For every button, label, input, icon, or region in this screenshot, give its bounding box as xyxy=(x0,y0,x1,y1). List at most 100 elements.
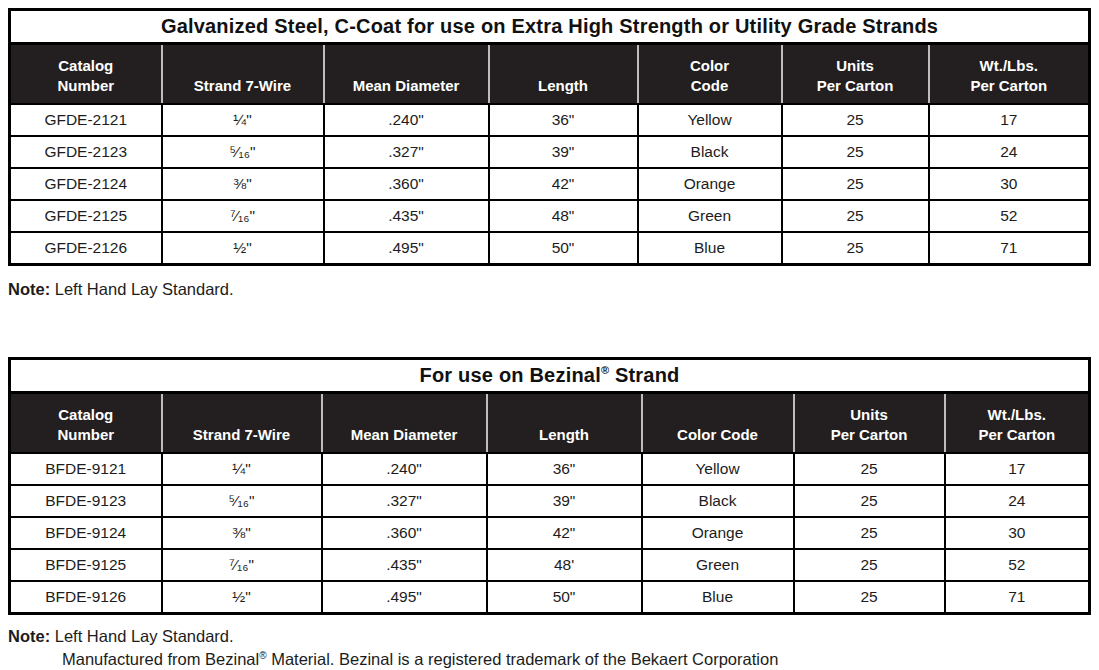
cell-strand: ½" xyxy=(162,232,324,265)
cell-length: 50" xyxy=(489,232,638,265)
cell-catalog-number: GFDE-2121 xyxy=(10,104,162,136)
registered-trademark-symbol: ® xyxy=(259,650,266,661)
cell-units: 25 xyxy=(794,549,945,581)
note-text: Left Hand Lay Standard. xyxy=(50,280,233,298)
cell-mean-diameter: .495" xyxy=(324,232,489,265)
cell-mean-diameter: .327" xyxy=(322,485,487,517)
cell-length: 42" xyxy=(487,517,642,549)
note-text: Left Hand Lay Standard. xyxy=(50,627,233,645)
cell-length: 39" xyxy=(487,485,642,517)
table2-title: For use on Bezinal® Strand xyxy=(10,359,1090,393)
cell-units: 25 xyxy=(794,485,945,517)
table-row: GFDE-2124 ⅜" .360" 42" Orange 25 30 xyxy=(10,168,1090,200)
cell-units: 25 xyxy=(794,453,945,485)
cell-color-code: Green xyxy=(642,549,794,581)
catalog-spec-page: Galvanized Steel, C-Coat for use on Extr… xyxy=(0,0,1099,670)
cell-color-code: Yellow xyxy=(642,453,794,485)
cell-color-code: Black xyxy=(642,485,794,517)
cell-weight: 71 xyxy=(929,232,1090,265)
cell-mean-diameter: .435" xyxy=(324,200,489,232)
header-units-per-carton: Units Per Carton xyxy=(782,44,929,105)
cell-color-code: Blue xyxy=(638,232,782,265)
header-catalog-number: Catalog Number xyxy=(10,393,162,454)
table-row: BFDE-9126 ½" .495" 50" Blue 25 71 xyxy=(10,581,1090,614)
cell-strand: ⁵⁄₁₆" xyxy=(162,136,324,168)
cell-units: 25 xyxy=(782,232,929,265)
header-mean-diameter: Mean Diameter xyxy=(322,393,487,454)
header-color-code: Color Code xyxy=(638,44,782,105)
cell-color-code: Blue xyxy=(642,581,794,614)
cell-strand: ⁵⁄₁₆" xyxy=(162,485,322,517)
header-units-per-carton: Units Per Carton xyxy=(794,393,945,454)
table-row: GFDE-2121 ¼" .240" 36" Yellow 25 17 xyxy=(10,104,1090,136)
trademark-note-text: Manufactured from Bezinal xyxy=(62,650,259,668)
cell-catalog-number: BFDE-9121 xyxy=(10,453,162,485)
table2-title-suffix: Strand xyxy=(609,364,679,386)
cell-color-code: Orange xyxy=(642,517,794,549)
cell-catalog-number: GFDE-2126 xyxy=(10,232,162,265)
table1-header-row: Catalog Number Strand 7-Wire Mean Diamet… xyxy=(10,44,1090,105)
cell-weight: 24 xyxy=(929,136,1090,168)
cell-color-code: Black xyxy=(638,136,782,168)
cell-catalog-number: BFDE-9124 xyxy=(10,517,162,549)
cell-mean-diameter: .495" xyxy=(322,581,487,614)
table2-header-row: Catalog Number Strand 7-Wire Mean Diamet… xyxy=(10,393,1090,454)
cell-length: 36" xyxy=(487,453,642,485)
cell-weight: 17 xyxy=(945,453,1090,485)
cell-strand: ⅜" xyxy=(162,168,324,200)
cell-mean-diameter: .435" xyxy=(322,549,487,581)
cell-length: 48" xyxy=(489,200,638,232)
cell-mean-diameter: .360" xyxy=(324,168,489,200)
cell-units: 25 xyxy=(782,136,929,168)
cell-length: 48' xyxy=(487,549,642,581)
cell-weight: 17 xyxy=(929,104,1090,136)
table2-note: Note: Left Hand Lay Standard. xyxy=(8,627,1099,646)
cell-color-code: Orange xyxy=(638,168,782,200)
header-wt-per-carton: Wt./Lbs. Per Carton xyxy=(945,393,1090,454)
cell-length: 39" xyxy=(489,136,638,168)
table-row: BFDE-9125 ⁷⁄₁₆" .435" 48' Green 25 52 xyxy=(10,549,1090,581)
table-row: GFDE-2125 ⁷⁄₁₆" .435" 48" Green 25 52 xyxy=(10,200,1090,232)
cell-weight: 71 xyxy=(945,581,1090,614)
table2-title-row: For use on Bezinal® Strand xyxy=(10,359,1090,393)
cell-length: 50" xyxy=(487,581,642,614)
cell-units: 25 xyxy=(782,104,929,136)
table1-title-row: Galvanized Steel, C-Coat for use on Extr… xyxy=(10,10,1090,44)
cell-strand: ⁷⁄₁₆" xyxy=(162,200,324,232)
table1-note: Note: Left Hand Lay Standard. xyxy=(8,280,1099,299)
cell-weight: 30 xyxy=(945,517,1090,549)
table-row: BFDE-9124 ⅜" .360" 42" Orange 25 30 xyxy=(10,517,1090,549)
bezinal-strand-table: For use on Bezinal® Strand Catalog Numbe… xyxy=(8,357,1091,615)
header-strand-7-wire: Strand 7-Wire xyxy=(162,393,322,454)
cell-strand: ⁷⁄₁₆" xyxy=(162,549,322,581)
table-row: GFDE-2123 ⁵⁄₁₆" .327" 39" Black 25 24 xyxy=(10,136,1090,168)
registered-trademark-symbol: ® xyxy=(601,364,609,376)
cell-strand: ⅜" xyxy=(162,517,322,549)
cell-catalog-number: GFDE-2125 xyxy=(10,200,162,232)
table1-title: Galvanized Steel, C-Coat for use on Extr… xyxy=(10,10,1090,44)
cell-length: 42" xyxy=(489,168,638,200)
header-color-code: Color Code xyxy=(642,393,794,454)
cell-strand: ¼" xyxy=(162,104,324,136)
table2-trademark-note: Manufactured from Bezinal® Material. Bez… xyxy=(62,650,1099,669)
cell-catalog-number: BFDE-9125 xyxy=(10,549,162,581)
header-length: Length xyxy=(487,393,642,454)
cell-weight: 52 xyxy=(945,549,1090,581)
trademark-note-suffix: Material. Bezinal is a registered tradem… xyxy=(267,650,779,668)
cell-mean-diameter: .240" xyxy=(324,104,489,136)
cell-catalog-number: BFDE-9126 xyxy=(10,581,162,614)
cell-strand: ¼" xyxy=(162,453,322,485)
cell-units: 25 xyxy=(794,517,945,549)
table-row: GFDE-2126 ½" .495" 50" Blue 25 71 xyxy=(10,232,1090,265)
header-wt-per-carton: Wt./Lbs. Per Carton xyxy=(929,44,1090,105)
cell-mean-diameter: .240" xyxy=(322,453,487,485)
note-label: Note: xyxy=(8,280,50,298)
header-catalog-number: Catalog Number xyxy=(10,44,162,105)
cell-catalog-number: BFDE-9123 xyxy=(10,485,162,517)
cell-weight: 52 xyxy=(929,200,1090,232)
table-row: BFDE-9123 ⁵⁄₁₆" .327" 39" Black 25 24 xyxy=(10,485,1090,517)
cell-length: 36" xyxy=(489,104,638,136)
cell-units: 25 xyxy=(794,581,945,614)
cell-units: 25 xyxy=(782,168,929,200)
cell-mean-diameter: .327" xyxy=(324,136,489,168)
